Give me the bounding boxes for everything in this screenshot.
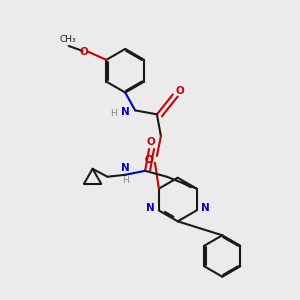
Text: N: N — [121, 163, 130, 173]
Text: O: O — [147, 137, 155, 147]
Text: O: O — [145, 155, 153, 165]
Text: H: H — [110, 109, 117, 118]
Text: O: O — [175, 85, 184, 96]
Text: N: N — [121, 107, 130, 117]
Text: N: N — [201, 203, 210, 214]
Text: N: N — [146, 203, 154, 214]
Text: O: O — [79, 47, 88, 57]
Text: CH₃: CH₃ — [59, 34, 76, 43]
Text: H: H — [122, 176, 129, 185]
Text: O: O — [145, 155, 153, 165]
